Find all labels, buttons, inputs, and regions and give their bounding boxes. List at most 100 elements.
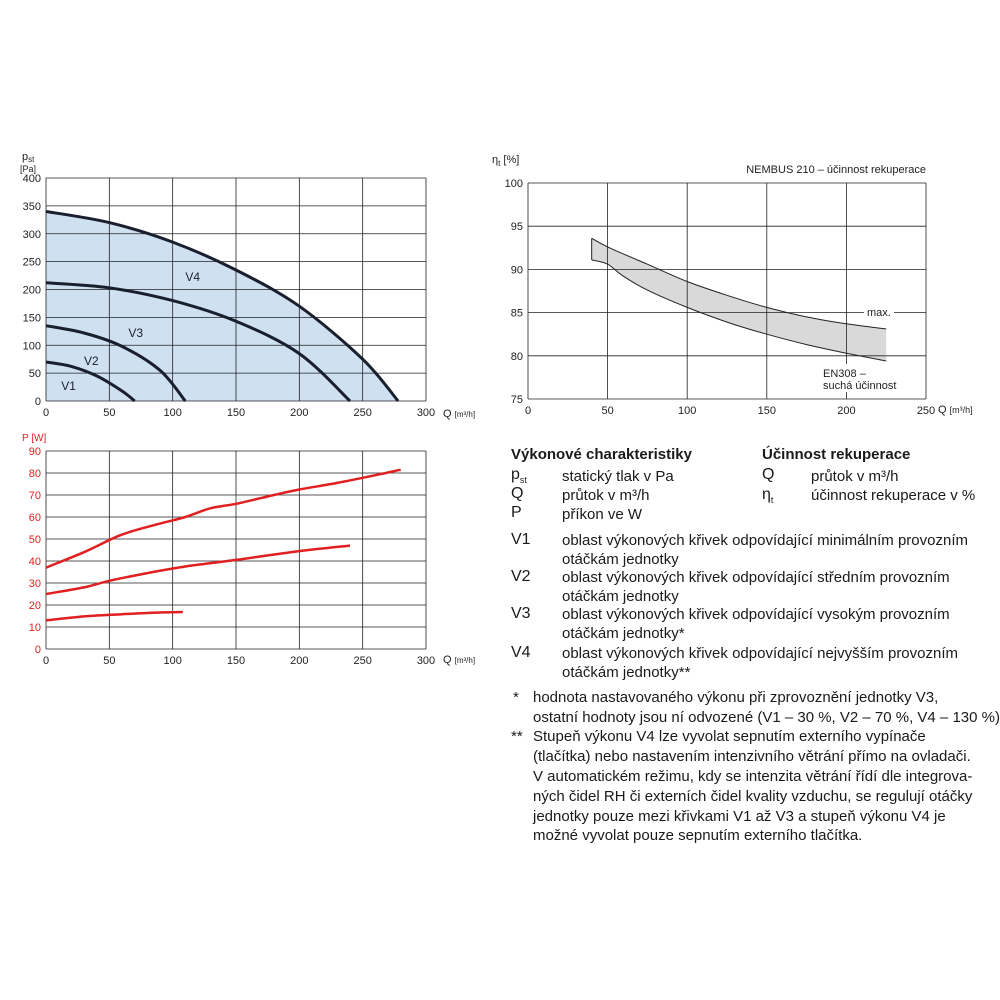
- note-1-mark: *: [513, 689, 519, 706]
- curve-v3: [45, 281, 352, 403]
- y-axis-label: ηt [%]: [492, 154, 519, 168]
- legend-text-q-right: průtok v m³/h: [811, 468, 899, 485]
- efficiency-band: [591, 238, 887, 361]
- pressure-chart: 0 50 100 150 200 250 300 0 50 100 150 200 250 300 350 4…: [20, 151, 475, 420]
- y-tick-label: 50: [29, 368, 41, 380]
- chart-title: NEMBUS 210 – účinnost rekuperace: [746, 164, 926, 176]
- annotation-bg: [818, 364, 904, 392]
- x-axis-label: Q [m³/h]: [938, 404, 973, 416]
- curve-label-v2: V2: [84, 354, 99, 368]
- legend-left-heading: Výkonové charakteristiky: [511, 446, 692, 463]
- legend-v3-symbol: V3: [511, 605, 531, 622]
- y-tick-label: 250: [23, 257, 41, 269]
- y-tick-label: 150: [23, 312, 41, 324]
- legend-v3-line2: otáčkám jednotky*: [562, 625, 685, 642]
- curve-label-v3: V3: [128, 326, 143, 340]
- x-tick-label: 250: [353, 407, 371, 419]
- legend-v2-line2: otáčkám jednotky: [562, 588, 679, 605]
- x-tick-label: 200: [290, 407, 308, 419]
- y-axis-label: P [W]: [22, 433, 46, 444]
- note-2-line: jednotky pouze mezi křivkami V1 až V3 a …: [533, 808, 946, 825]
- legend-text-eta: účinnost rekuperace v %: [811, 487, 976, 504]
- y-tick-label: 10: [29, 622, 41, 634]
- curve-v2: [45, 324, 187, 402]
- y-tick-label: 100: [505, 178, 523, 190]
- legend-v1-line2: otáčkám jednotky: [562, 551, 679, 568]
- legend-text-p: příkon ve W: [562, 506, 643, 523]
- y-tick-label: 90: [511, 264, 523, 276]
- y-tick-label: 300: [23, 229, 41, 241]
- legend-v3-line1: oblast výkonových křivek odpovídající vy…: [562, 606, 950, 623]
- legend-right-heading: Účinnost rekuperace: [762, 446, 911, 463]
- x-tick-label: 0: [43, 407, 49, 419]
- y-tick-label: 350: [23, 201, 41, 213]
- x-tick-label: 200: [290, 655, 308, 667]
- y-tick-label: 40: [29, 556, 41, 568]
- x-tick-label: 150: [227, 407, 245, 419]
- y-tick-label: 50: [29, 534, 41, 546]
- y-tick-label: 30: [29, 578, 41, 590]
- y-tick-label: 200: [23, 285, 41, 297]
- note-2-line: možné vyvolat pouze sepnutím externího t…: [533, 827, 863, 844]
- legend-v2-line1: oblast výkonových křivek odpovídající st…: [562, 569, 950, 586]
- y-tick-label: 0: [35, 644, 41, 656]
- annotation-en308: EN308 –: [823, 368, 867, 380]
- x-tick-label: 50: [601, 405, 613, 417]
- legend-symbol-q: Q: [511, 485, 524, 502]
- x-tick-label: 50: [103, 407, 115, 419]
- operating-area-fill: [46, 211, 399, 401]
- y-tick-label: 400: [23, 173, 41, 185]
- annotation-dry: suchá účinnost: [823, 380, 896, 392]
- legend-text-pst: statický tlak v Pa: [562, 468, 674, 485]
- efficiency-chart: 0 50 100 150 200 250 75 80 85 90 95 100 NEMBUS 210 –…: [492, 154, 973, 417]
- y-tick-label: 80: [29, 468, 41, 480]
- power-chart: 0 50 100 150 200 250 300 0 10 20 30 40 50 60 70 80 90 P […: [22, 433, 475, 667]
- legend-v1-symbol: V1: [511, 531, 531, 548]
- x-tick-label: 150: [758, 405, 776, 417]
- x-tick-label: 300: [417, 407, 435, 419]
- x-tick-label: 0: [525, 405, 531, 417]
- legend-v4-line1: oblast výkonových křivek odpovídající ne…: [562, 645, 958, 662]
- legend-symbol-q-right: Q: [762, 466, 775, 483]
- curve-v4: [45, 210, 400, 402]
- y-tick-label: 100: [23, 340, 41, 352]
- y-tick-label: 0: [35, 396, 41, 408]
- x-tick-label: 200: [837, 405, 855, 417]
- x-tick-label: 300: [417, 655, 435, 667]
- legend-text-q: průtok v m³/h: [562, 487, 650, 504]
- power-line-1: [45, 468, 401, 569]
- curve-max: [591, 237, 887, 330]
- y-tick-label: 85: [511, 308, 523, 320]
- legend-symbol-eta: ηt: [762, 486, 774, 506]
- y-tick-label: 60: [29, 512, 41, 524]
- annotation-bg: [864, 305, 894, 319]
- x-axis-label: Q [m³/h]: [443, 408, 475, 420]
- legend-symbol-pst: pst: [511, 466, 527, 486]
- x-tick-label: 250: [917, 405, 935, 417]
- x-tick-label: 100: [163, 407, 181, 419]
- x-tick-label: 150: [227, 655, 245, 667]
- y-tick-label: 20: [29, 600, 41, 612]
- legend-v1-line1: oblast výkonových křivek odpovídající mi…: [562, 532, 968, 549]
- note-2-line: ných čidel RH či externích čidel kvality…: [533, 788, 973, 805]
- y-tick-label: 75: [511, 394, 523, 406]
- legend-v4-line2: otáčkám jednotky**: [562, 664, 691, 681]
- x-tick-label: 250: [353, 655, 371, 667]
- note-2-line: (tlačítka) nebo nastavením intenzivního …: [533, 748, 971, 765]
- y-tick-label: 80: [511, 351, 523, 363]
- curve-label-v1: V1: [61, 379, 76, 393]
- legend-v4-symbol: V4: [511, 644, 531, 661]
- note-2-line: V automatickém režimu, kdy se intenzita …: [533, 768, 973, 785]
- y-axis-label: pst: [22, 151, 35, 164]
- note-1-line: ostatní hodnoty jsou ní odvozené (V1 – 3…: [533, 709, 1000, 726]
- legend-symbol-p: P: [511, 504, 522, 521]
- annotation-max: max.: [867, 307, 891, 319]
- x-tick-label: 100: [678, 405, 696, 417]
- curve-en308: [591, 259, 887, 362]
- power-line-3: [45, 610, 183, 622]
- legend-v2-symbol: V2: [511, 568, 531, 585]
- x-tick-label: 0: [43, 655, 49, 667]
- note-2-mark: **: [511, 728, 523, 745]
- y-axis-unit: [Pa]: [20, 164, 36, 174]
